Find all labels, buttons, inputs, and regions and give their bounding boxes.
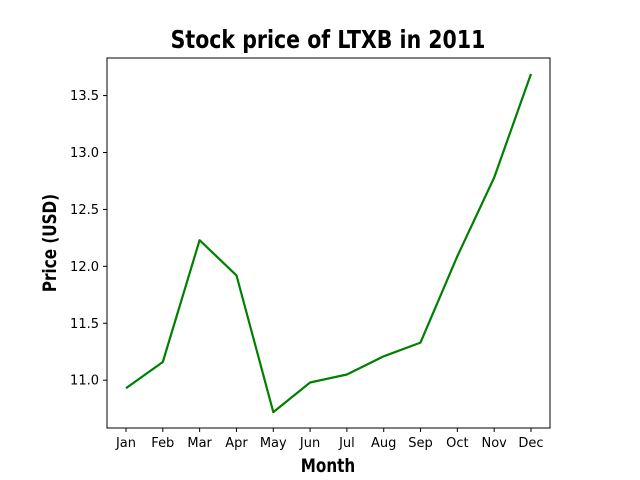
x-tick-label: Jul (338, 436, 355, 451)
y-tick-label: 13.5 (70, 89, 99, 104)
x-tick-label: Dec (518, 436, 543, 451)
x-tick-label: Apr (225, 436, 248, 451)
x-tick-label: Oct (446, 436, 468, 451)
y-axis-label: Price (USD) (39, 194, 61, 292)
plot-area (106, 57, 551, 429)
y-tick-label: 11.0 (70, 374, 99, 389)
x-tick-label: May (260, 436, 287, 451)
plot-frame (106, 57, 551, 429)
chart-title: Stock price of LTXB in 2011 (171, 26, 486, 54)
x-tick-label: Jan (115, 436, 136, 451)
y-tick-label: 11.5 (70, 317, 99, 332)
x-tick-label: Aug (371, 436, 396, 451)
x-tick-label: Mar (187, 436, 212, 451)
x-tick-label: Jun (299, 436, 320, 451)
x-tick-label: Feb (151, 436, 174, 451)
y-axis: 11.0 11.5 12.0 12.5 13.0 13.5 (70, 89, 107, 389)
x-axis: Jan Feb Mar Apr May Jun Jul Aug Sep Oct Nov Dec (115, 428, 544, 451)
x-tick-label: Sep (408, 436, 433, 451)
series-line (125, 73, 533, 414)
y-tick-label: 13.0 (70, 146, 99, 161)
x-tick-label: Nov (481, 436, 507, 451)
y-tick-label: 12.0 (70, 260, 99, 275)
y-tick-label: 12.5 (70, 203, 99, 218)
x-axis-label: Month (301, 455, 355, 477)
